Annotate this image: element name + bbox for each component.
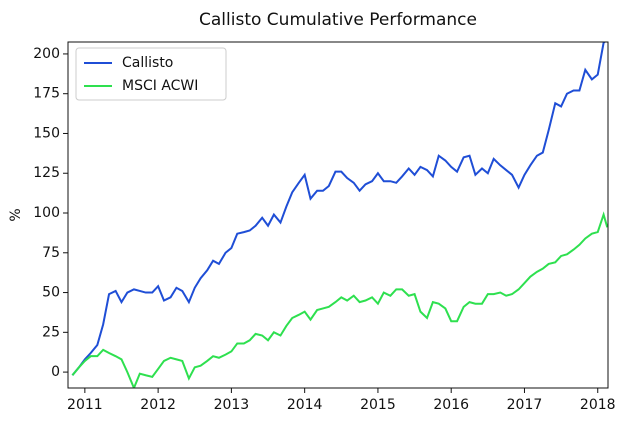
- x-tick-label: 2017: [507, 397, 543, 413]
- y-tick-label: 25: [42, 324, 60, 340]
- plot-frame: [67, 41, 609, 389]
- x-tick-label: 2014: [287, 397, 323, 413]
- legend-box: [75, 47, 227, 101]
- x-tick-label: 2012: [140, 397, 176, 413]
- x-tick-label: 2013: [214, 397, 250, 413]
- y-axis-label: %: [8, 208, 24, 221]
- x-tick-label: 2018: [580, 397, 616, 413]
- y-tick-label: 75: [42, 245, 60, 261]
- series-line: [71, 42, 607, 376]
- x-tick-label: 2011: [67, 397, 103, 413]
- y-tick-label: 50: [42, 285, 60, 301]
- legend-label: MSCI ACWI: [122, 78, 198, 94]
- y-tick-label: 0: [51, 364, 60, 380]
- y-tick-label: 125: [33, 165, 60, 181]
- y-tick-label: 100: [33, 205, 60, 221]
- series-line: [71, 211, 608, 388]
- y-tick-label: 200: [33, 46, 60, 62]
- y-tick-label: 150: [33, 125, 60, 141]
- x-tick-label: 2015: [360, 397, 396, 413]
- legend-label: Callisto: [122, 55, 173, 71]
- x-tick-label: 2016: [433, 397, 469, 413]
- chart-title: Callisto Cumulative Performance: [199, 10, 477, 30]
- y-tick-label: 175: [33, 86, 60, 102]
